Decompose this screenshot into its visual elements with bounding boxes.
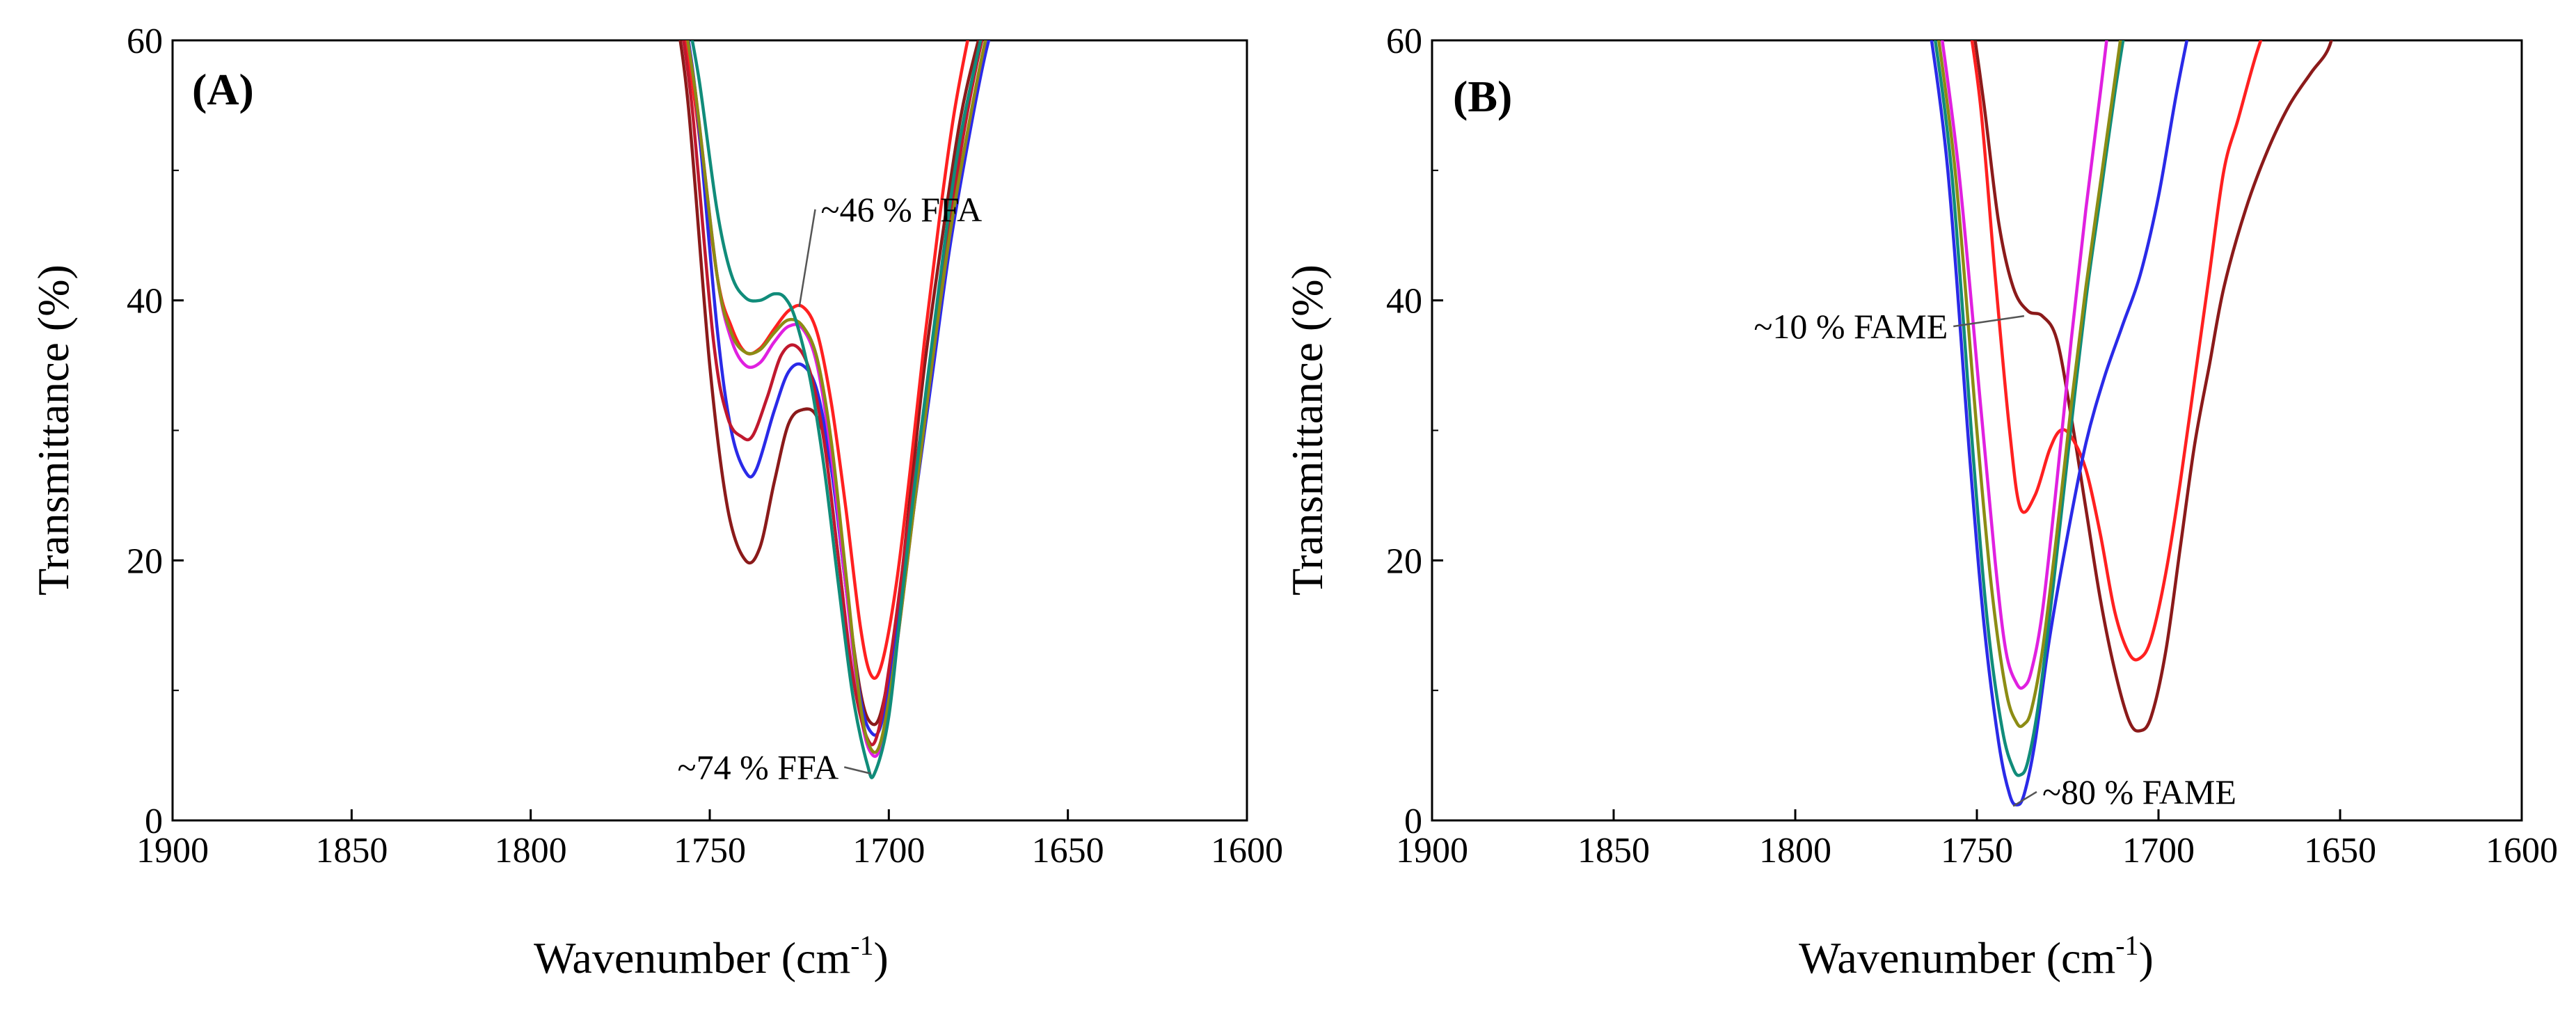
panel-a-x-tick-label: 1900 — [136, 831, 209, 871]
panel-b-y-tick-label: 20 — [1386, 541, 1422, 581]
annotation-leader-line — [2012, 790, 2037, 807]
panel-a-y-tick-label: 60 — [127, 22, 163, 61]
panel-a-x-tick-label: 1750 — [674, 831, 746, 871]
panel-b-ylabel: Transmittance (%) — [1282, 264, 1332, 596]
panel-b-annotations: ~10 % FAME ~80 % FAME — [1754, 307, 2236, 811]
panel-b-x-tick-label: 1700 — [2122, 831, 2195, 871]
panel-a-xlabel-sup: -1 — [850, 930, 873, 961]
annotation-leader-line — [843, 766, 871, 774]
panel-b-x-tick-label: 1900 — [1396, 831, 1468, 871]
panel-b-series-dark-red — [1973, 40, 2333, 733]
panel-b-y-tick-label: 60 — [1386, 22, 1422, 61]
panel-b-xlabel-sup: -1 — [2115, 930, 2138, 961]
panel-a-x-tick-label: 1650 — [1032, 831, 1104, 871]
panel-a-x-tick-label: 1700 — [852, 831, 925, 871]
panel-b-xlabel-main: Wavenumber (cm — [1799, 933, 2115, 983]
panel-a-series-crimson — [682, 40, 984, 747]
panel-a-xlabel-main: Wavenumber (cm — [534, 933, 850, 983]
panel-a-y-tick-label: 0 — [145, 802, 163, 841]
panel-a: 1900 1850 1800 1750 1700 1650 1600 0 20 40 60 ~46 … — [29, 22, 1283, 983]
panel-a-series-olive — [686, 40, 987, 754]
panel-a-x-tick-label: 1800 — [495, 831, 567, 871]
panel-b: 1900 1850 1800 1750 1700 1650 1600 0 20 40 60 ~10 … — [1282, 22, 2558, 983]
panel-b-x-tick-label: 1800 — [1759, 831, 1831, 871]
panel-b-x-tick-label: 1650 — [2304, 831, 2376, 871]
panel-a-x-tick-label: 1850 — [315, 831, 388, 871]
panel-b-x-tick-label: 1750 — [1941, 831, 2013, 871]
panel-b-x-tick-label: 1850 — [1577, 831, 1650, 871]
annotation-label: ~10 % FAME — [1754, 307, 1948, 346]
panel-b-series-teal — [1933, 40, 2125, 777]
annotation-label: ~80 % FAME — [2042, 772, 2236, 811]
panel-b-xlabel: Wavenumber (cm-1) — [1799, 930, 2154, 983]
annotation-label: ~46 % FFA — [821, 190, 983, 229]
panel-b-series-blue — [1930, 40, 2189, 807]
panel-a-annotations: ~46 % FFA ~74 % FFA — [678, 190, 983, 787]
panel-b-series-olive — [1937, 40, 2122, 729]
panel-a-series — [678, 40, 991, 779]
panel-a-series-teal — [690, 40, 983, 779]
panel-b-label: (B) — [1453, 72, 1512, 121]
panel-b-series-red — [1970, 40, 2263, 662]
annotation-leader-line — [1953, 315, 2025, 328]
panel-b-ticks: 1900 1850 1800 1750 1700 1650 1600 0 20 40 60 — [1386, 22, 2558, 871]
panel-a-series-red — [685, 40, 969, 680]
panel-b-x-tick-label: 1600 — [2486, 831, 2558, 871]
panel-a-xlabel-close: ) — [874, 933, 889, 983]
annotation-leader-line — [798, 209, 816, 308]
panel-a-x-tick-label: 1600 — [1211, 831, 1283, 871]
panel-a-ylabel: Transmittance (%) — [29, 264, 78, 596]
panel-a-ticks: 1900 1850 1800 1750 1700 1650 1600 0 20 40 60 — [127, 22, 1283, 871]
panel-b-series — [1930, 40, 2333, 807]
panel-a-y-tick-label: 20 — [127, 541, 163, 581]
panel-b-series-magenta — [1940, 40, 2108, 690]
panel-b-y-tick-label: 0 — [1404, 802, 1422, 841]
panel-b-xlabel-close: ) — [2139, 933, 2154, 983]
annotation-label: ~74 % FFA — [678, 747, 839, 786]
panel-b-y-tick-label: 40 — [1386, 282, 1422, 321]
panel-a-xlabel: Wavenumber (cm-1) — [534, 930, 889, 983]
panel-a-label: (A) — [192, 65, 254, 114]
panel-a-y-tick-label: 40 — [127, 282, 163, 321]
